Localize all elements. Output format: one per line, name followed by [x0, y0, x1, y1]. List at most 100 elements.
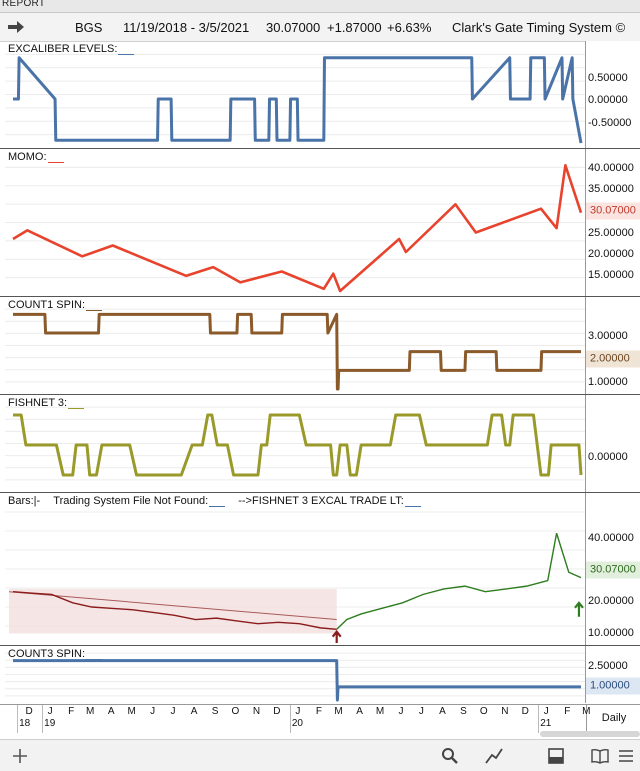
count3-title: COUNT3 SPIN:	[8, 648, 103, 660]
year-divider	[17, 705, 19, 733]
month-tick: D	[273, 706, 281, 717]
fishnet-panel: FISHNET 3: 0.00000	[0, 395, 640, 493]
book-icon[interactable]	[590, 746, 610, 766]
month-tick: D	[25, 706, 33, 717]
bottom-toolbar	[0, 739, 640, 771]
count3-last-value: 1.00000	[586, 677, 640, 695]
chart-header: BGS 11/19/2018 - 3/5/2021 30.07000 +1.87…	[0, 13, 640, 42]
year-tick: 20	[291, 718, 303, 729]
panel-layout-icon[interactable]	[546, 746, 566, 766]
month-tick: N	[501, 706, 509, 717]
month-tick: J	[398, 706, 404, 717]
horizontal-scrollbar[interactable]	[540, 731, 640, 737]
month-tick: N	[252, 706, 261, 717]
count1-title: COUNT1 SPIN:	[8, 299, 103, 311]
arrow-right-icon[interactable]	[6, 18, 26, 36]
axis-tick: 0.00000	[588, 451, 628, 463]
excaliber-panel: EXCALIBER LEVELS: 0.50000 0.00000 -0.500…	[0, 41, 640, 149]
fishnet-plot	[5, 406, 585, 481]
symbol-label: BGS	[75, 20, 103, 35]
month-tick: M	[127, 706, 136, 717]
axis-tick: 10.00000	[588, 627, 634, 639]
bars-panel: Bars:|- Trading System File Not Found: -…	[0, 493, 640, 646]
signal-arrow	[331, 629, 342, 643]
last-price: 30.07000	[266, 20, 321, 35]
month-tick: M	[86, 706, 95, 717]
count1-series-line	[13, 312, 581, 391]
axis-tick: 0.00000	[588, 94, 628, 106]
month-tick: J	[543, 706, 549, 717]
count3-axis: 2.50000 1.00000	[585, 646, 640, 703]
date-range: 11/19/2018 - 3/5/2021	[123, 20, 250, 35]
month-tick: J	[170, 706, 176, 717]
month-tick: S	[211, 706, 219, 717]
month-tick: A	[190, 706, 198, 717]
axis-tick: 35.00000	[588, 183, 634, 195]
month-tick: M	[375, 706, 385, 717]
month-tick: A	[356, 706, 363, 717]
momo-series-line	[12, 164, 583, 293]
interval-selector[interactable]: Daily	[586, 705, 640, 733]
axis-tick: 15.00000	[588, 269, 634, 281]
excaliber-title: EXCALIBER LEVELS:	[8, 43, 135, 55]
count1-last-value: 2.00000	[586, 350, 640, 368]
month-tick: F	[68, 706, 75, 717]
axis-tick: 3.00000	[588, 330, 628, 342]
year-divider	[42, 705, 44, 733]
month-tick: J	[295, 706, 301, 717]
momo-panel: MOMO: 40.00000 35.00000 30.07000 25.0000…	[0, 149, 640, 297]
price-change-pct: +6.63%	[387, 20, 432, 35]
month-tick: M	[582, 706, 591, 717]
window-title-strip: REPORT	[0, 0, 640, 13]
price-change: +1.87000	[327, 20, 382, 35]
month-tick: M	[334, 706, 343, 717]
excaliber-series-line	[13, 56, 583, 144]
excaliber-axis: 0.50000 0.00000 -0.50000	[585, 41, 640, 148]
bars-axis: 40.00000 30.07000 20.00000 10.00000	[585, 493, 640, 645]
month-tick: J	[150, 706, 156, 717]
bars-last-value: 30.07000	[586, 561, 640, 579]
month-tick: S	[460, 706, 467, 717]
menu-icon[interactable]	[616, 746, 636, 766]
trend-line	[8, 591, 337, 621]
year-divider	[289, 705, 291, 733]
month-tick: A	[107, 706, 115, 717]
count1-panel: COUNT1 SPIN: 3.00000 2.00000 1.00000	[0, 297, 640, 395]
count1-plot	[5, 308, 585, 391]
month-tick: A	[439, 706, 446, 717]
month-tick: O	[231, 706, 240, 717]
month-tick: J	[418, 706, 424, 717]
month-tick: D	[521, 706, 529, 717]
count3-series-line	[13, 659, 581, 702]
momo-last-value: 30.07000	[586, 202, 640, 220]
window-title: REPORT	[2, 0, 46, 9]
signal-arrow	[574, 601, 584, 617]
axis-tick: 25.00000	[588, 227, 634, 239]
axis-tick: 40.00000	[588, 162, 634, 174]
search-icon[interactable]	[440, 746, 460, 766]
line-chart-icon[interactable]	[484, 746, 504, 766]
axis-tick: 20.00000	[588, 248, 634, 260]
year-tick: 19	[44, 718, 56, 729]
excaliber-plot	[5, 53, 585, 144]
month-tick: F	[564, 706, 571, 717]
axis-tick: 40.00000	[588, 532, 634, 544]
momo-axis: 40.00000 35.00000 30.07000 25.00000 20.0…	[585, 149, 640, 296]
add-icon[interactable]	[10, 746, 30, 766]
month-tick: J	[47, 706, 53, 717]
bars-plot	[5, 511, 585, 643]
axis-tick: 20.00000	[588, 595, 634, 607]
momo-title: MOMO:	[8, 151, 64, 163]
count3-panel: COUNT3 SPIN: 2.50000 1.00000	[0, 646, 640, 703]
axis-tick: -0.50000	[588, 117, 632, 129]
fishnet-title: FISHNET 3:	[8, 397, 85, 409]
year-tick: 21	[540, 718, 552, 729]
count1-axis: 3.00000 2.00000 1.00000	[585, 297, 640, 394]
count3-plot	[5, 652, 585, 702]
momo-plot	[5, 164, 585, 293]
axis-tick: 2.50000	[588, 660, 628, 672]
fishnet-series-line	[13, 413, 583, 477]
price-line-down	[12, 590, 337, 630]
month-tick: O	[479, 706, 488, 717]
year-tick: 18	[19, 718, 31, 729]
